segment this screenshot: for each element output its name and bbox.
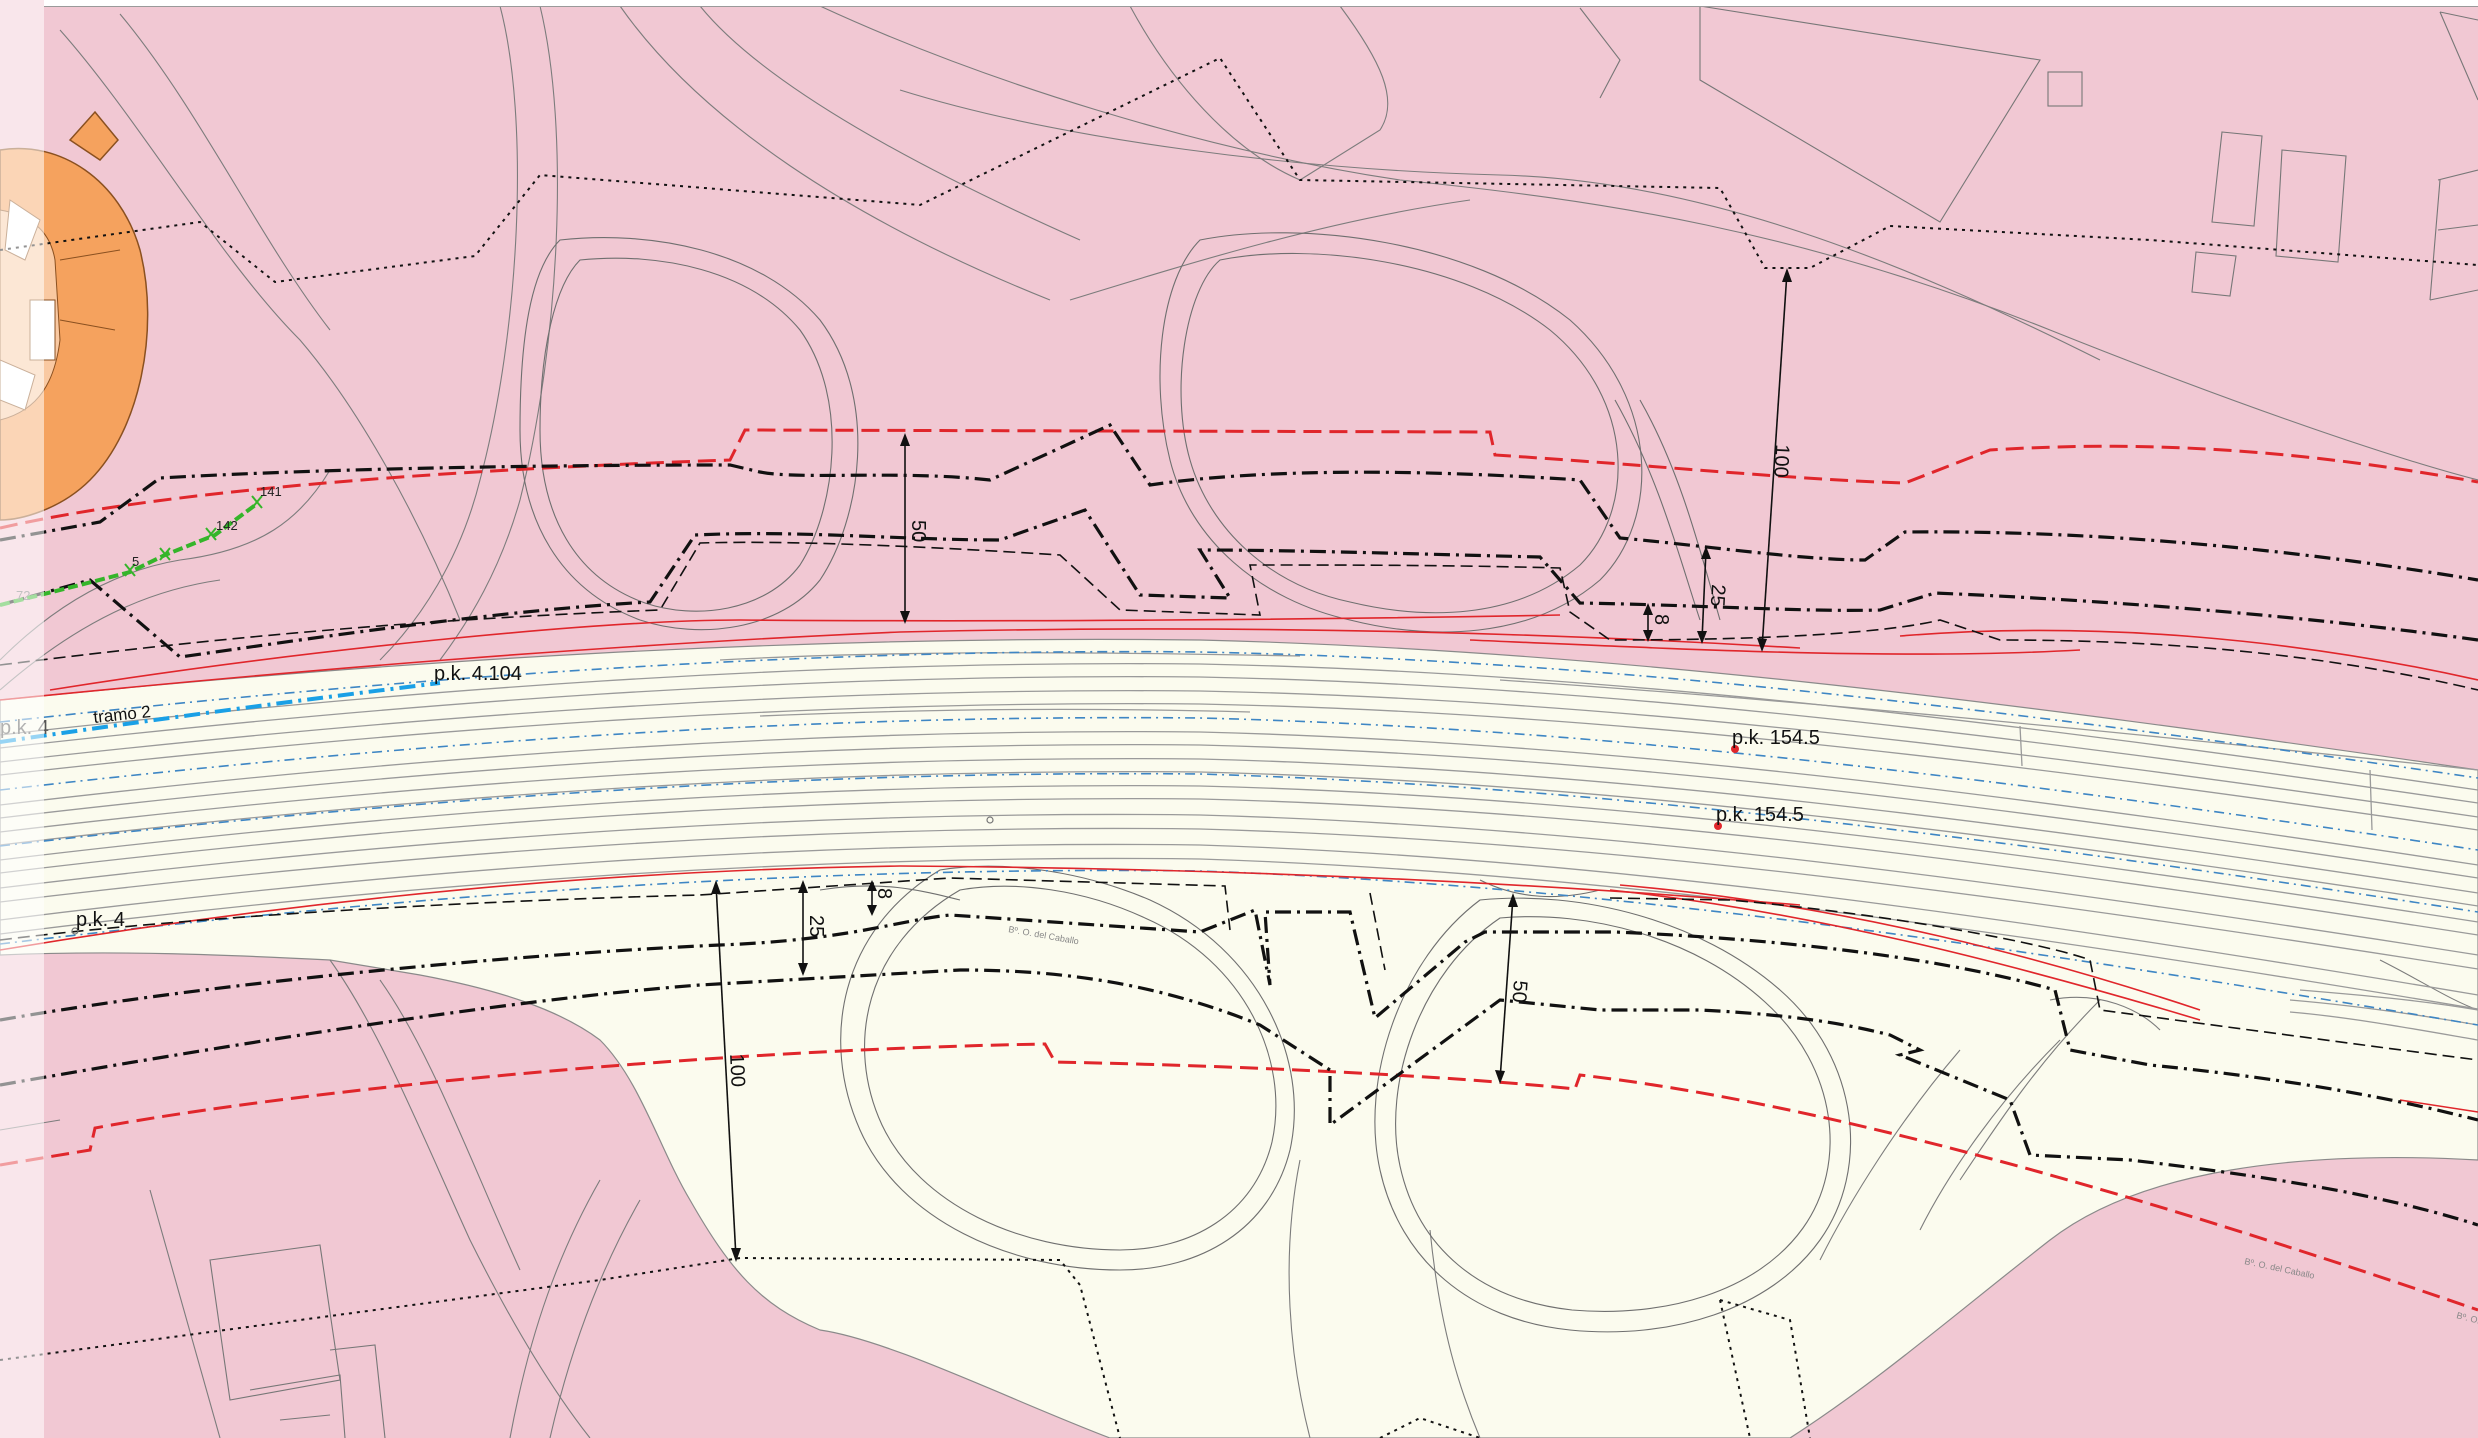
dimension-arrowheads-north [900, 268, 1792, 652]
dimension-label-north-25: 25 [1706, 584, 1729, 607]
dimension-label-south-8: 8 [873, 888, 895, 899]
dimension-label-north-8: 8 [1650, 614, 1672, 625]
north-black-limit-100 [0, 422, 2478, 582]
pk-4104-label[interactable]: p.k. 4.104 [434, 663, 522, 685]
south-dotted-boundary-3 [1719, 1299, 1811, 1438]
dimension-arrows-south [715, 883, 1514, 1259]
dimension-label-south-25: 25 [805, 915, 827, 937]
railway-tracks [0, 652, 2478, 1041]
track-point-marker [986, 816, 994, 824]
green-label-5: 5 [132, 554, 139, 569]
green-label-142: 142 [216, 518, 238, 533]
railway-edge-lines [0, 614, 2478, 1113]
north-black-limit-50 [0, 508, 2478, 659]
dimension-arrowheads-south [711, 880, 1518, 1262]
railway-corridor [0, 638, 2478, 1438]
interchange-loops [519, 232, 1852, 1333]
south-black-limit-50 [0, 907, 2478, 1122]
building-outlines [209, 5, 2478, 1438]
tramo-2-highlight [0, 681, 441, 744]
dimension-label-north-50: 50 [907, 520, 929, 542]
road-lines [0, 5, 2478, 1438]
dimension-label-south-100: 100 [725, 1053, 749, 1087]
north-black-limit-8 [0, 541, 2478, 691]
north-red-limit-line [0, 428, 2478, 530]
north-dotted-boundary [0, 56, 2478, 284]
pk-4-marker[interactable] [71, 927, 79, 935]
green-boundary-markers [124, 495, 263, 577]
pk-4-left-label[interactable]: p.k. 4 [0, 717, 49, 739]
dimension-arrows-north [904, 271, 1788, 649]
pk-4-lower-label[interactable]: p.k. 4 [76, 909, 125, 931]
map-top-border [44, 0, 2478, 7]
green-label-72: 72 [16, 588, 30, 603]
green-boundary-line [0, 501, 260, 607]
south-black-limit-8 [0, 877, 2478, 1061]
dimension-label-north-100: 100 [1769, 444, 1793, 478]
pk-marker-upper[interactable] [1731, 745, 1739, 753]
south-red-limit-line [0, 1042, 2478, 1312]
pk-marker-lower[interactable] [1714, 822, 1722, 830]
south-black-limit-100 [0, 968, 2478, 1227]
green-label-141: 141 [260, 484, 282, 499]
pk-1545-upper-label[interactable]: p.k. 154.5 [1732, 727, 1820, 749]
dimension-label-south-50: 50 [1507, 980, 1530, 1004]
pk-1545-lower-label[interactable]: p.k. 154.5 [1716, 804, 1804, 826]
